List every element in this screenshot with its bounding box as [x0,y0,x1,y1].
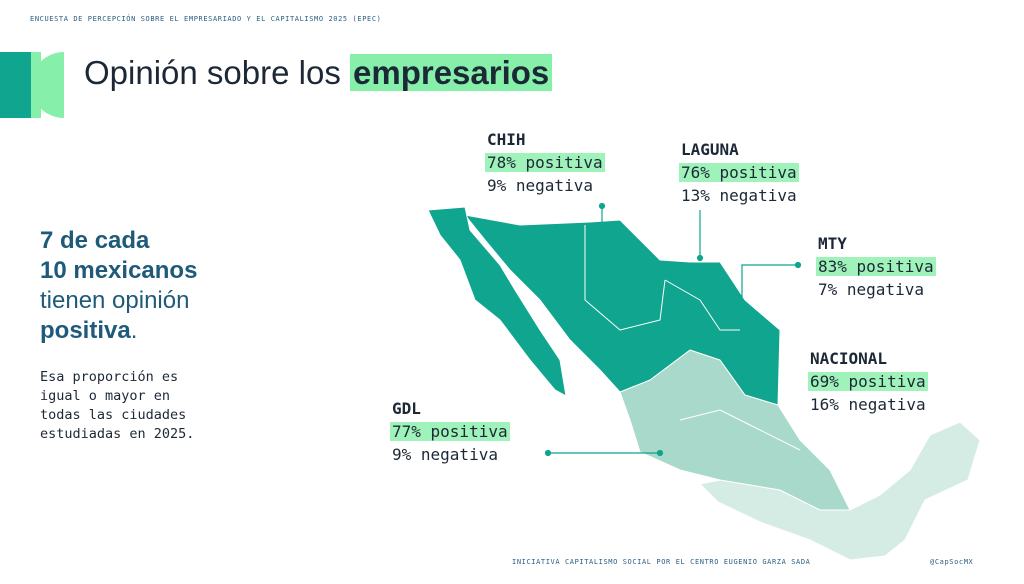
headline: 7 de cada 10 mexicanos tienen opinión po… [40,226,197,346]
headline-part: 10 mexicanos [40,257,198,284]
city-label: MTY 83% positiva 7% negativa [816,232,936,301]
city-positive: 76% positiva [679,163,799,182]
pointer-dot [598,202,606,210]
city-name: NACIONAL [810,349,888,368]
city-positive: 78% positiva [485,153,605,172]
city-negative: 9% negativa [487,176,593,195]
paragraph-line: igual o mayor en [40,388,171,404]
city-negative: 9% negativa [392,445,498,464]
city-name: LAGUNA [681,140,739,159]
city-negative: 13% negativa [681,186,797,205]
pointer-dot [544,449,552,457]
city-negative: 16% negativa [810,395,926,414]
city-positive: 69% positiva [808,372,928,391]
paragraph: Esa proporción es igual o mayor en todas… [40,368,194,444]
headline-part: 7 de cada [40,227,150,254]
map-baja [427,206,567,397]
title-text: Opinión sobre los [84,54,341,91]
logo [0,52,64,118]
paragraph-line: estudiadas en 2025. [40,426,195,442]
city-label: CHIH 78% positiva 9% negativa [485,128,605,197]
city-negative: 7% negativa [818,280,924,299]
header: ENCUESTA DE PERCEPCIÓN SOBRE EL EMPRESAR… [30,15,382,23]
title: Opinión sobre los empresarios [84,54,553,92]
footer-left: INICIATIVA CAPITALISMO SOCIAL POR EL CEN… [512,558,811,566]
headline-part: positiva [40,317,131,344]
pointer-line [741,264,798,300]
city-name: MTY [818,234,847,253]
headline-part: . [130,317,138,344]
paragraph-line: todas las ciudades [40,407,187,423]
title-highlight: empresarios [350,54,553,91]
city-label: LAGUNA 76% positiva 13% negativa [679,138,799,207]
city-positive: 77% positiva [390,422,510,441]
paragraph-line: Esa proporción es [40,369,179,385]
footer-right: @CapSocMX [930,558,974,566]
city-label: GDL 77% positiva 9% negativa [390,397,510,466]
headline-part: tienen opinión [40,287,190,314]
city-positive: 83% positiva [816,257,936,276]
city-name: GDL [392,399,421,418]
map-north [464,214,781,406]
city-label: NACIONAL 69% positiva 16% negativa [808,347,928,416]
pointer-dot [794,261,802,269]
pointer-dot [696,254,704,262]
pointer-dot [656,449,664,457]
city-name: CHIH [487,130,526,149]
